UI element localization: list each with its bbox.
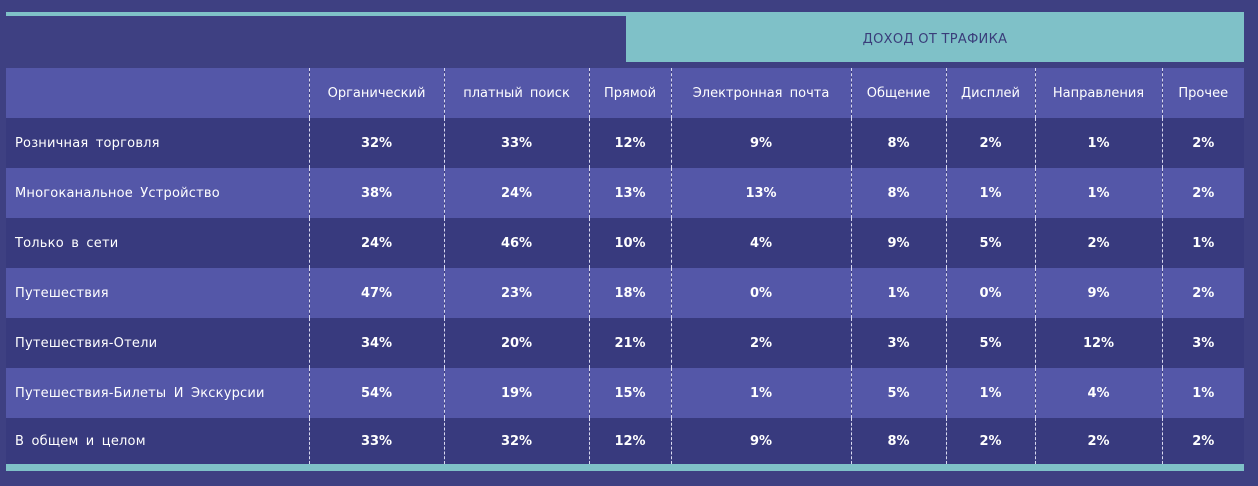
column-header: Органический <box>308 68 444 118</box>
table-cell: 13% <box>670 168 851 218</box>
column-header: Направления <box>1034 68 1162 118</box>
table-cell: 9% <box>670 118 851 168</box>
table-cell: 3% <box>1161 318 1244 368</box>
table-cell: 8% <box>850 118 946 168</box>
table-cell: 47% <box>308 268 444 318</box>
table-row: Путешествия 47% 23% 18% 0% 1% 0% 9% 2% <box>6 268 1244 318</box>
table-cell: 46% <box>443 218 589 268</box>
table-cell: 15% <box>588 368 671 418</box>
table-cell: 13% <box>588 168 671 218</box>
column-header <box>6 68 309 118</box>
table-cell: 33% <box>308 418 444 464</box>
table-cell: 1% <box>1034 168 1162 218</box>
row-label: Путешествия-Отели <box>15 335 158 351</box>
table-cell: 18% <box>588 268 671 318</box>
table-cell: 1% <box>850 268 946 318</box>
table-cell: 1% <box>670 368 851 418</box>
table-cell: 2% <box>945 118 1035 168</box>
column-header: Прочее <box>1161 68 1244 118</box>
table-row: В общем и целом 33% 32% 12% 9% 8% 2% 2% 2% <box>6 418 1244 464</box>
table-cell: 4% <box>1034 368 1162 418</box>
table-cell: 24% <box>443 168 589 218</box>
table-cell: 10% <box>588 218 671 268</box>
table-cell: 3% <box>850 318 946 368</box>
table-cell: 5% <box>945 318 1035 368</box>
table-cell: 23% <box>443 268 589 318</box>
table-cell: 9% <box>1034 268 1162 318</box>
row-label: В общем и целом <box>15 433 146 449</box>
row-label: Многоканальное Устройство <box>15 185 220 201</box>
table-cell: 12% <box>588 418 671 464</box>
table-cell: 8% <box>850 168 946 218</box>
table-cell: 1% <box>1034 118 1162 168</box>
top-accent-rule <box>6 12 1244 16</box>
table-cell: 1% <box>1161 218 1244 268</box>
table-cell: 0% <box>670 268 851 318</box>
column-header: Электронная почта <box>670 68 851 118</box>
table-cell: 2% <box>1034 418 1162 464</box>
table-cell: 1% <box>1161 368 1244 418</box>
header-row: Органический платный поиск Прямой Электр… <box>6 68 1244 118</box>
table-row: Путешествия-Билеты И Экскурсии 54% 19% 15% 1… <box>6 368 1244 418</box>
table-cell: 19% <box>443 368 589 418</box>
column-header: платный поиск <box>443 68 589 118</box>
table-cell: 2% <box>1161 418 1244 464</box>
table-cell: 2% <box>1034 218 1162 268</box>
traffic-revenue-table: Органический платный поиск Прямой Электр… <box>6 68 1244 464</box>
row-label: Розничная торговля <box>15 135 160 151</box>
table-cell: 2% <box>945 418 1035 464</box>
table-cell: 32% <box>308 118 444 168</box>
column-header: Общение <box>850 68 946 118</box>
table-row: Многоканальное Устройство 38% 24% 13% 13% 8% 1… <box>6 168 1244 218</box>
table-cell: 4% <box>670 218 851 268</box>
table-cell: 2% <box>670 318 851 368</box>
row-label: Путешествия-Билеты И Экскурсии <box>15 385 265 401</box>
column-header: Прямой <box>588 68 671 118</box>
table-cell: 38% <box>308 168 444 218</box>
table-cell: 12% <box>588 118 671 168</box>
bottom-accent-rule <box>6 464 1244 471</box>
row-label: Путешествия <box>15 285 109 301</box>
table-cell: 21% <box>588 318 671 368</box>
table-cell: 0% <box>945 268 1035 318</box>
table-cell: 8% <box>850 418 946 464</box>
table-cell: 34% <box>308 318 444 368</box>
table-cell: 32% <box>443 418 589 464</box>
table-cell: 5% <box>850 368 946 418</box>
table-cell: 12% <box>1034 318 1162 368</box>
table-cell: 2% <box>1161 168 1244 218</box>
table-cell: 1% <box>945 368 1035 418</box>
row-label: Только в сети <box>15 235 119 251</box>
table-cell: 20% <box>443 318 589 368</box>
table-row: Розничная торговля 32% 33% 12% 9% 8% 2% 1% 2% <box>6 118 1244 168</box>
table-cell: 9% <box>850 218 946 268</box>
column-header: Дисплей <box>945 68 1035 118</box>
table-row: Путешествия-Отели 34% 20% 21% 2% 3% 5% 12% 3% <box>6 318 1244 368</box>
table-cell: 2% <box>1161 118 1244 168</box>
table-cell: 1% <box>945 168 1035 218</box>
table-cell: 33% <box>443 118 589 168</box>
table-cell: 5% <box>945 218 1035 268</box>
table-row: Только в сети 24% 46% 10% 4% 9% 5% 2% 1% <box>6 218 1244 268</box>
table-cell: 54% <box>308 368 444 418</box>
table-cell: 24% <box>308 218 444 268</box>
table-cell: 2% <box>1161 268 1244 318</box>
table-title: ДОХОД ОТ ТРАФИКА <box>626 16 1244 62</box>
table-cell: 9% <box>670 418 851 464</box>
